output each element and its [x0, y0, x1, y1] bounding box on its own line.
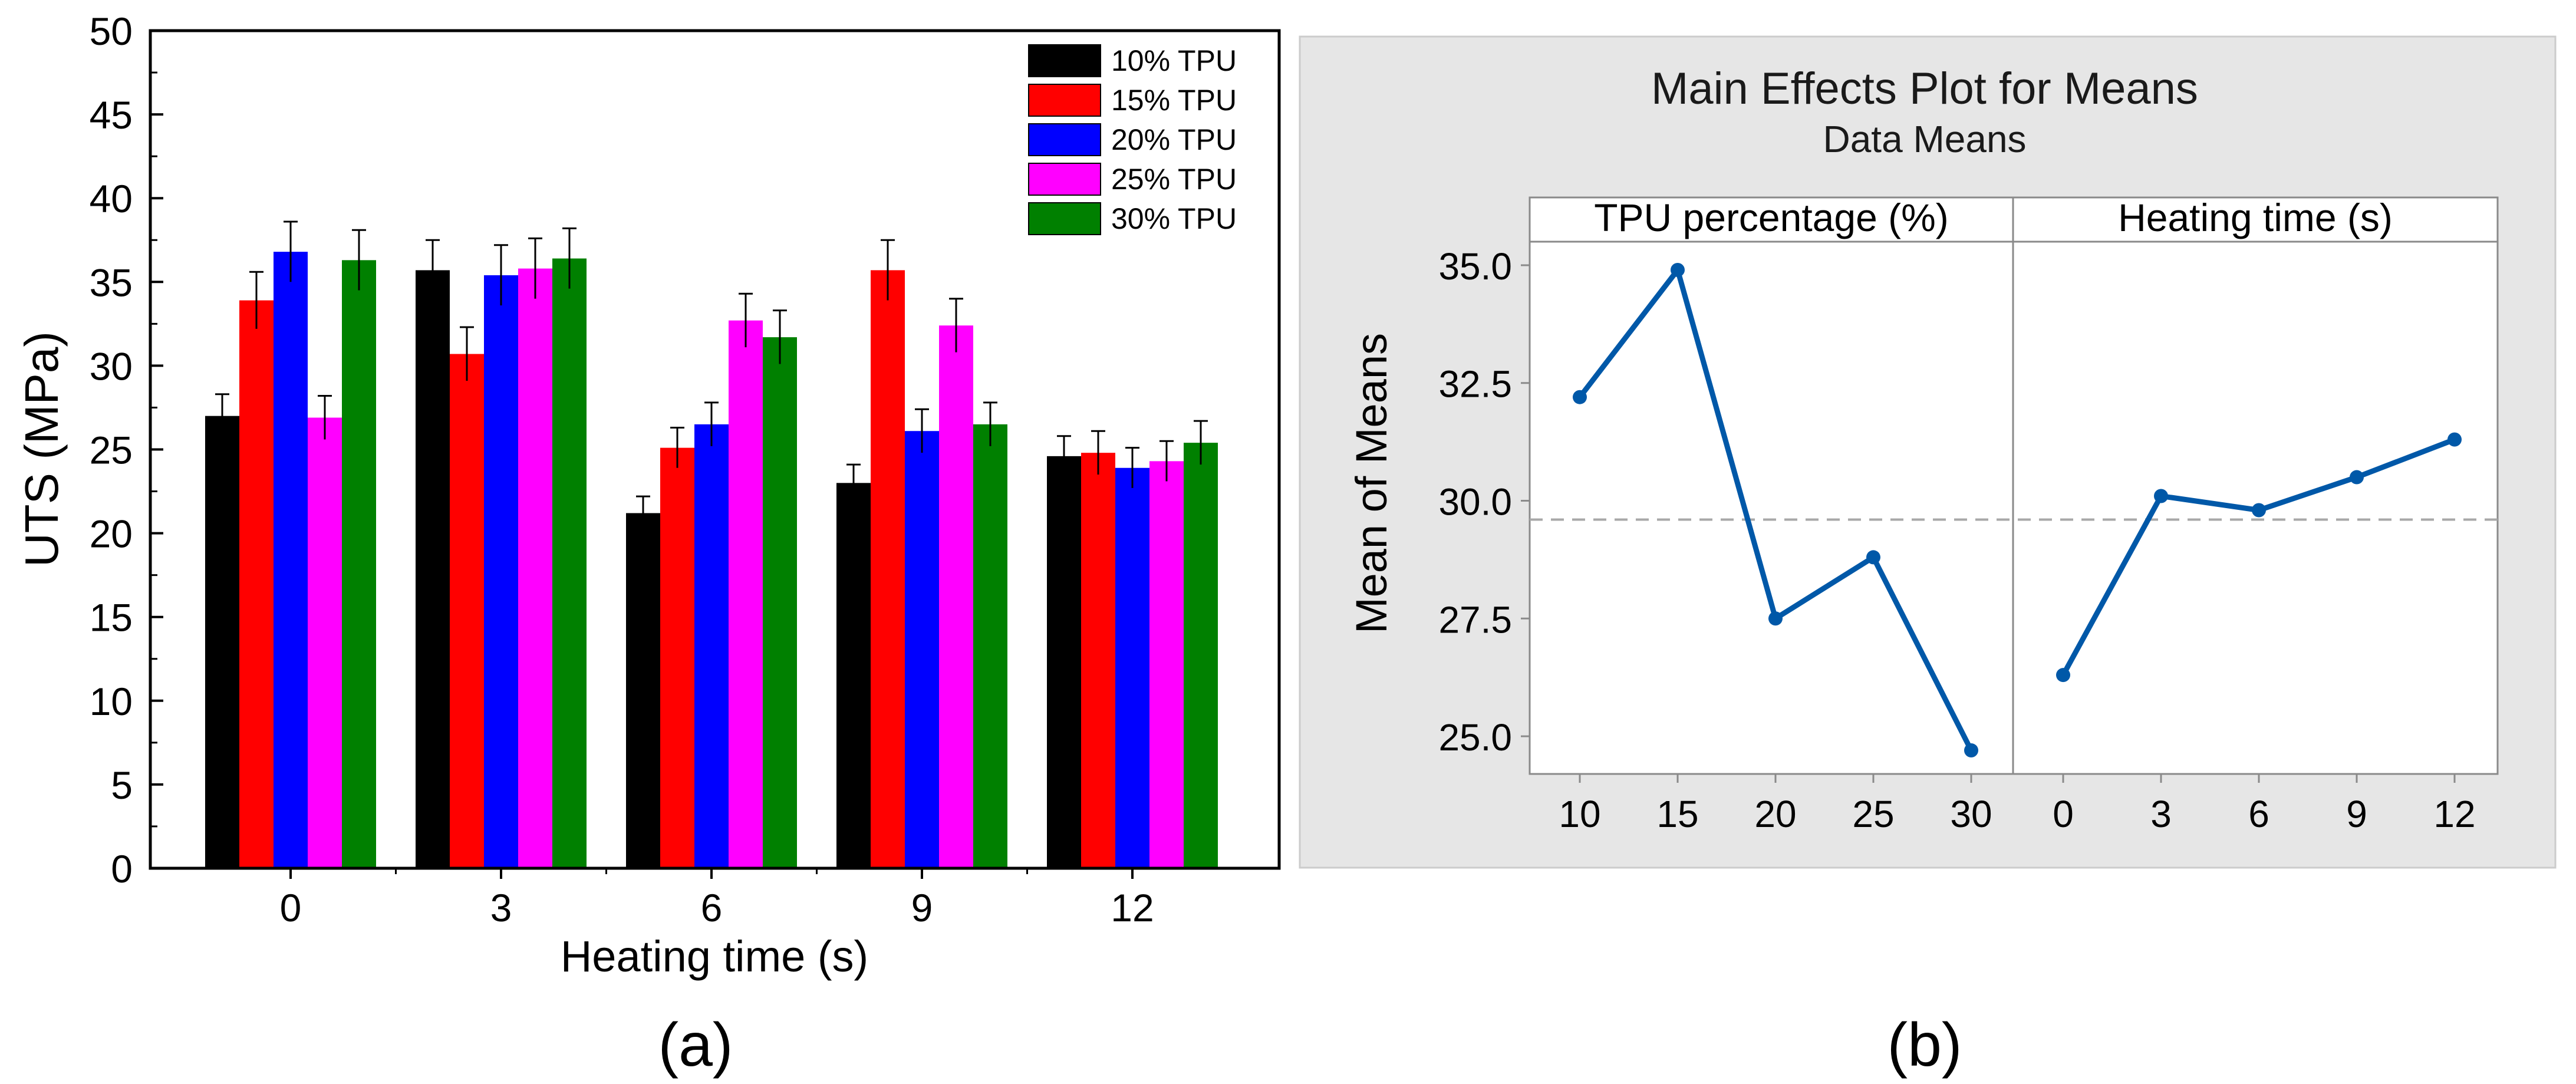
bar	[973, 424, 1007, 868]
legend-label: 10% TPU	[1111, 44, 1237, 77]
bars-layer	[205, 252, 1218, 869]
bar	[416, 270, 450, 868]
bar	[626, 513, 660, 868]
legend-label: 25% TPU	[1111, 163, 1237, 196]
bar	[871, 270, 905, 868]
y-tick-label: 10	[90, 680, 133, 723]
legend-swatch	[1028, 44, 1101, 77]
x-tick-label: 6	[701, 886, 723, 930]
x-tick-label: 15	[1656, 793, 1698, 835]
bar	[205, 416, 239, 868]
bar	[694, 424, 729, 868]
data-point	[2447, 432, 2462, 447]
y-tick-label: 35.0	[1438, 245, 1512, 288]
bar	[1115, 467, 1149, 868]
x-tick-label: 0	[2053, 793, 2074, 835]
x-axis-a: 0 3 6 9 12	[280, 868, 1154, 930]
x-tick-label: 3	[2150, 793, 2172, 835]
bar	[939, 325, 973, 868]
x-axis-b: 10 15 20 25 30 0 3 6 9 12	[1559, 774, 2476, 835]
y-tick-label: 30.0	[1438, 481, 1512, 523]
x-tick-label: 6	[2248, 793, 2269, 835]
legend-swatch	[1028, 163, 1101, 196]
error-bars-layer	[215, 220, 1208, 530]
y-axis-label-a: UTS (MPa)	[15, 331, 68, 567]
legend-label: 20% TPU	[1111, 123, 1237, 156]
data-point	[1964, 743, 1978, 758]
bar	[1047, 456, 1081, 868]
data-point	[1768, 611, 1783, 626]
y-tick-label: 27.5	[1438, 598, 1512, 641]
bar	[905, 431, 939, 868]
x-tick-label: 12	[2433, 793, 2475, 835]
uts-bar-chart: 0 5 10 15 20 25 30 35 40 45 50 0 3 6 9 12 UTS (MPa) He…	[15, 9, 1281, 981]
y-axis-label-b: Mean of Means	[1347, 333, 1396, 634]
legend-label: 15% TPU	[1111, 84, 1237, 117]
legend-swatch	[1028, 123, 1101, 156]
chart-subtitle-b: Data Means	[1823, 118, 2026, 160]
data-point	[1866, 550, 1880, 565]
bar	[450, 354, 484, 868]
effect-points	[1573, 262, 2462, 758]
main-effects-plot: Main Effects Plot for Means Data Means T…	[1299, 35, 2557, 869]
data-point	[2056, 668, 2070, 683]
y-tick-label: 50	[90, 9, 133, 53]
y-tick-label: 0	[111, 847, 133, 891]
y-tick-label: 30	[90, 344, 133, 388]
legend-a: 10% TPU 15% TPU 20% TPU 25% TPU 30% TPU	[1028, 44, 1237, 235]
legend-swatch	[1028, 202, 1101, 235]
data-point	[2252, 503, 2266, 518]
y-tick-label: 25	[90, 429, 133, 472]
bar	[660, 447, 694, 868]
legend-swatch	[1028, 84, 1101, 117]
panel-strip-heating-time: Heating time (s)	[2118, 196, 2393, 239]
y-tick-label: 45	[90, 93, 133, 137]
x-axis-label-a: Heating time (s)	[561, 932, 868, 981]
y-tick-label: 35	[90, 261, 133, 304]
bar	[308, 417, 342, 868]
panel-label-a: (a)	[658, 1011, 733, 1079]
y-tick-label: 15	[90, 596, 133, 640]
bar	[836, 483, 871, 868]
chart-title-b: Main Effects Plot for Means	[1651, 64, 2198, 114]
y-tick-label: 40	[90, 177, 133, 220]
x-tick-label: 25	[1852, 793, 1894, 835]
bar	[729, 320, 763, 868]
data-point	[1573, 390, 1587, 404]
x-tick-label: 20	[1754, 793, 1796, 835]
x-tick-label: 30	[1950, 793, 1992, 835]
x-tick-label: 9	[911, 886, 933, 930]
bar	[274, 252, 308, 868]
bar	[763, 337, 797, 868]
panel-label-b: (b)	[1887, 1011, 1962, 1079]
bar	[1081, 453, 1115, 868]
bar	[518, 268, 552, 869]
y-axis-b: 25.0 27.5 30.0 32.5 35.0	[1438, 245, 1530, 759]
bar	[239, 300, 274, 868]
bar	[342, 260, 376, 868]
y-tick-label: 5	[111, 763, 133, 807]
x-tick-label: 0	[280, 886, 302, 930]
data-point	[2350, 470, 2364, 485]
bar	[1184, 443, 1218, 868]
panel-strip-tpu-percentage: TPU percentage (%)	[1594, 196, 1949, 239]
bar	[1149, 461, 1184, 868]
y-tick-label: 20	[90, 512, 133, 556]
bar	[484, 275, 518, 868]
x-tick-label: 3	[490, 886, 512, 930]
x-tick-label: 9	[2346, 793, 2367, 835]
bar	[552, 258, 587, 869]
x-tick-label: 12	[1111, 886, 1154, 930]
data-point	[2154, 489, 2168, 503]
x-tick-label: 10	[1559, 793, 1600, 835]
y-tick-label: 25.0	[1438, 716, 1512, 759]
y-axis-a: 0 5 10 15 20 25 30 35 40 45 50	[90, 9, 163, 891]
data-point	[1671, 262, 1685, 277]
legend-label: 30% TPU	[1111, 202, 1237, 235]
y-tick-label: 32.5	[1438, 363, 1512, 406]
